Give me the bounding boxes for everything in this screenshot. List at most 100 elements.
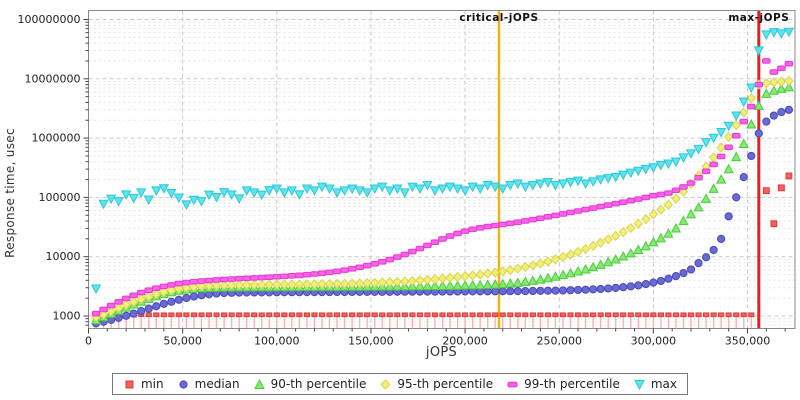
legend-label-max: max [650,377,678,391]
median-point [664,274,673,283]
median-point [634,281,643,290]
p90-point [550,271,561,281]
median-point [506,287,515,296]
max-point [595,175,606,185]
p95-point [588,240,598,252]
p99-point [445,233,455,239]
tick-labels: 0 50,000 100,000 150,000 200,000 250,000 300,0… [18,13,771,348]
p99-point [91,310,101,317]
min-point [770,220,778,228]
p99-point [242,275,251,282]
p90-point [512,277,523,287]
p99-point [475,225,485,231]
min-point [439,312,446,318]
median-marker-glyph [179,379,188,389]
p90-point [474,279,486,290]
p99-point [596,203,605,210]
p95-point [257,279,267,290]
max-point [603,174,614,184]
min-point [484,312,491,318]
legend-label-p90: 90-th percentile [270,377,367,391]
p99-point [521,218,530,224]
max-point [776,29,787,39]
p95-point [339,278,350,289]
min-point [582,312,589,318]
p95-point [648,209,659,220]
series-max [90,27,795,295]
p99-point [656,191,666,198]
min-point [559,312,567,318]
x-axis-title: jOPS [425,345,458,360]
p95-point [708,152,719,163]
p90-point [685,208,697,219]
min-point [153,312,160,318]
median-point [521,286,530,296]
p95-point [445,272,455,283]
x-tick-label: 50,000 [163,335,202,348]
p95-point [565,249,576,260]
p99-point [626,197,636,204]
max-marker-glyph [634,379,645,390]
p95-point [467,270,478,281]
p95-point [392,276,402,287]
median-point [754,129,763,138]
p90-point [467,279,478,290]
median-point [513,287,522,296]
p95-point [422,274,433,285]
p99-point [392,254,402,260]
max-point [497,184,508,195]
p95-point [106,306,116,317]
median-point [498,287,507,296]
p95-point [678,186,689,197]
p90-point [527,275,538,285]
max-point [362,188,373,198]
p90-point [678,215,689,226]
p95-point [543,256,553,267]
p90-point [746,118,757,129]
median-point [182,293,191,303]
series-min [92,172,793,329]
p99-point [272,273,282,280]
p90-point [618,250,629,261]
min-point [281,312,288,318]
p95-point [580,243,591,255]
median-point [671,272,681,281]
max-point [625,168,636,179]
max-point [678,153,689,163]
legend-label-min: min [140,377,164,391]
p95-point [550,254,561,265]
p90-point [414,280,426,291]
max-point [610,172,621,183]
p99-point [483,223,492,230]
min-point [702,312,710,318]
min-point [251,312,258,318]
median-point [144,304,153,313]
p99-point [543,214,553,220]
median-point [122,311,131,320]
median-point [129,309,138,318]
p99-point [746,103,756,110]
p95-point [769,77,779,88]
max-point [761,30,772,40]
max-point [384,186,395,196]
p95-point [166,285,177,296]
p90-point [670,222,682,233]
p99-point [340,267,349,273]
median-point [543,286,553,295]
p90-point [716,174,727,184]
p99-point [114,299,123,305]
p99-point [468,226,477,233]
p90-marker-glyph [253,378,265,389]
legend-item-min: min [123,377,164,391]
min-marker-icon [125,380,134,388]
max-point [151,186,162,196]
p99-point [784,60,794,67]
p99-point [234,275,244,282]
p95-point [513,263,523,274]
median-point [573,285,583,295]
max-point [324,184,335,195]
p99-point [204,277,214,284]
max-point [542,178,554,188]
p99-point [219,276,229,283]
min-point [190,312,198,318]
